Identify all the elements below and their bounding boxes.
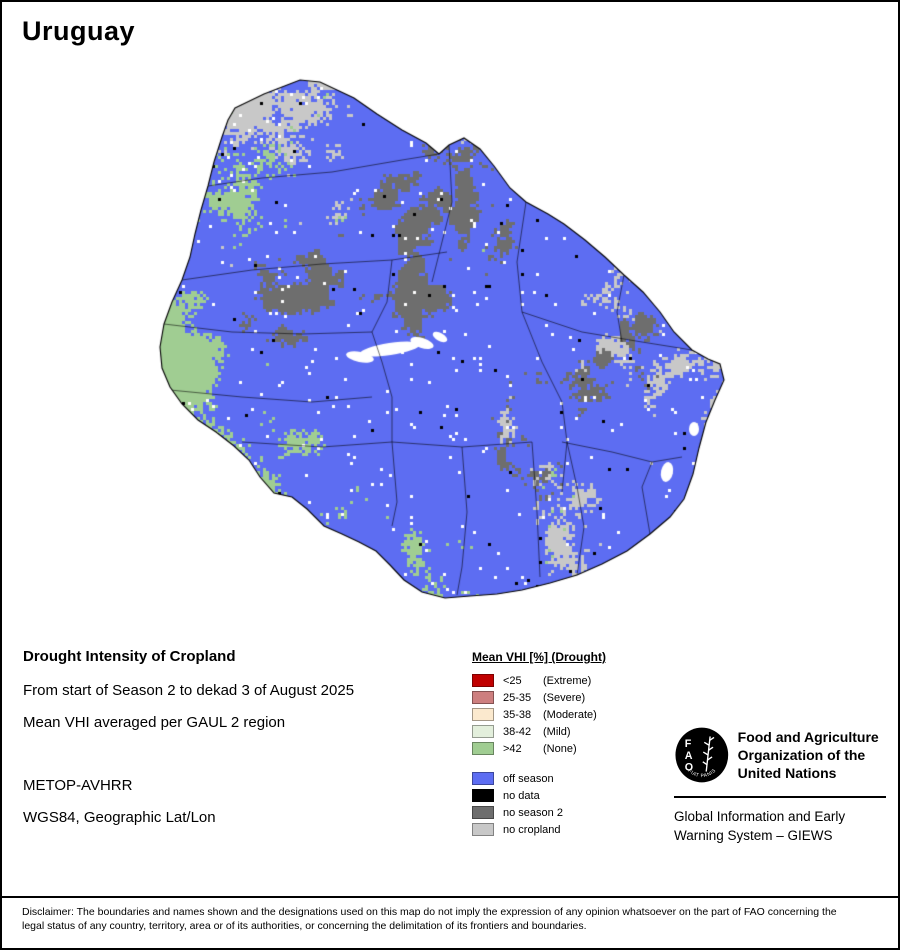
legend-swatch-no-season-2 (472, 806, 494, 819)
page-title: Uruguay (22, 16, 136, 46)
legend-qualifier: (None) (543, 742, 577, 755)
legend-item-off-season: off season (472, 770, 677, 787)
legend-label: off season (503, 772, 554, 785)
map-period-line: From start of Season 2 to dekad 3 of Aug… (23, 682, 355, 699)
legend-swatch-extreme (472, 674, 494, 687)
legend-qualifier: (Severe) (543, 691, 586, 704)
legend-item-no-cropland: no cropland (472, 821, 677, 838)
legend-item-none: >42 (None) (472, 740, 677, 757)
map-sensor-line: METOP-AVHRR (23, 777, 133, 794)
fao-logo-icon: F A O FIAT PANIS (675, 727, 729, 783)
map-subject-heading: Drought Intensity of Cropland (23, 648, 236, 665)
fao-logo-letter: F (685, 738, 692, 750)
legend-qualifier: (Moderate) (543, 708, 597, 721)
legend-swatch-mild (472, 725, 494, 738)
legend-item-severe: 25-35 (Severe) (472, 689, 677, 706)
legend-label: no data (503, 789, 540, 802)
giews-subtitle: Global Information and Early Warning Sys… (674, 809, 846, 843)
legend: Mean VHI [%] (Drought) <25 (Extreme) 25-… (472, 650, 677, 838)
legend-swatch-off-season (472, 772, 494, 785)
legend-extra-classes: off season no data no season 2 no cropla… (472, 770, 677, 838)
wheat-ear-icon (702, 736, 715, 772)
fao-logo-letter: O (685, 762, 693, 774)
legend-value: 25-35 (503, 691, 532, 704)
uruguay-map (122, 57, 752, 622)
uruguay-map-canvas (122, 57, 752, 622)
legend-item-mild: 38-42 (Mild) (472, 723, 677, 740)
map-aggregation-line: Mean VHI averaged per GAUL 2 region (23, 714, 286, 731)
legend-qualifier: (Extreme) (543, 674, 592, 687)
legend-title: Mean VHI [%] (Drought) (472, 650, 606, 664)
legend-swatch-no-cropland (472, 823, 494, 836)
legend-item-no-data: no data (472, 787, 677, 804)
legend-swatch-none (472, 742, 494, 755)
organization-block: F A O FIAT PANIS Food and Agriculture O (674, 726, 886, 845)
legend-swatch-severe (472, 691, 494, 704)
organization-divider (674, 796, 886, 798)
map-info-block: Drought Intensity of Cropland From start… (23, 648, 453, 826)
legend-item-moderate: 35-38 (Moderate) (472, 706, 677, 723)
legend-swatch-no-data (472, 789, 494, 802)
legend-item-extreme: <25 (Extreme) (472, 672, 677, 689)
legend-value: 38-42 (503, 725, 532, 738)
legend-swatch-moderate (472, 708, 494, 721)
legend-item-no-season-2: no season 2 (472, 804, 677, 821)
legend-value: >42 (503, 742, 522, 755)
legend-value: <25 (503, 674, 522, 687)
fao-logo-letter: A (685, 750, 693, 762)
legend-label: no season 2 (503, 806, 563, 819)
organization-name: Food and Agriculture Organization of the… (737, 729, 879, 781)
legend-value: 35-38 (503, 708, 532, 721)
legend-qualifier: (Mild) (543, 725, 571, 738)
legend-label: no cropland (503, 823, 561, 836)
disclaimer-text: Disclaimer: The boundaries and names sho… (22, 906, 837, 932)
disclaimer-box: Disclaimer: The boundaries and names sho… (2, 896, 898, 948)
map-projection-line: WGS84, Geographic Lat/Lon (23, 809, 216, 826)
